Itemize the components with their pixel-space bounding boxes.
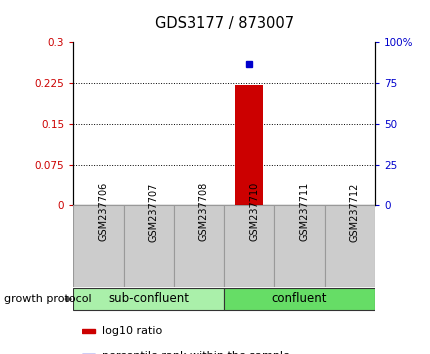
Text: GDS3177 / 873007: GDS3177 / 873007 [154,16,293,31]
Text: GSM237710: GSM237710 [249,182,259,241]
Bar [82,329,94,333]
Text: confluent: confluent [271,292,326,305]
Text: GSM237707: GSM237707 [148,182,158,241]
Bar [123,205,173,287]
Bar [224,288,374,310]
Text: growth protocol: growth protocol [4,294,92,304]
Bar [235,85,262,205]
Bar [73,205,123,287]
Bar [73,288,224,310]
Text: log10 ratio: log10 ratio [101,326,161,336]
Text: GSM237712: GSM237712 [349,182,359,241]
Bar [324,205,374,287]
Text: GSM237708: GSM237708 [199,182,209,241]
Bar [224,205,274,287]
Bar [173,205,224,287]
Bar [274,205,324,287]
Text: percentile rank within the sample: percentile rank within the sample [101,351,289,354]
Text: GSM237711: GSM237711 [299,182,309,241]
Text: GSM237706: GSM237706 [98,182,108,241]
Text: sub-confluent: sub-confluent [108,292,189,305]
